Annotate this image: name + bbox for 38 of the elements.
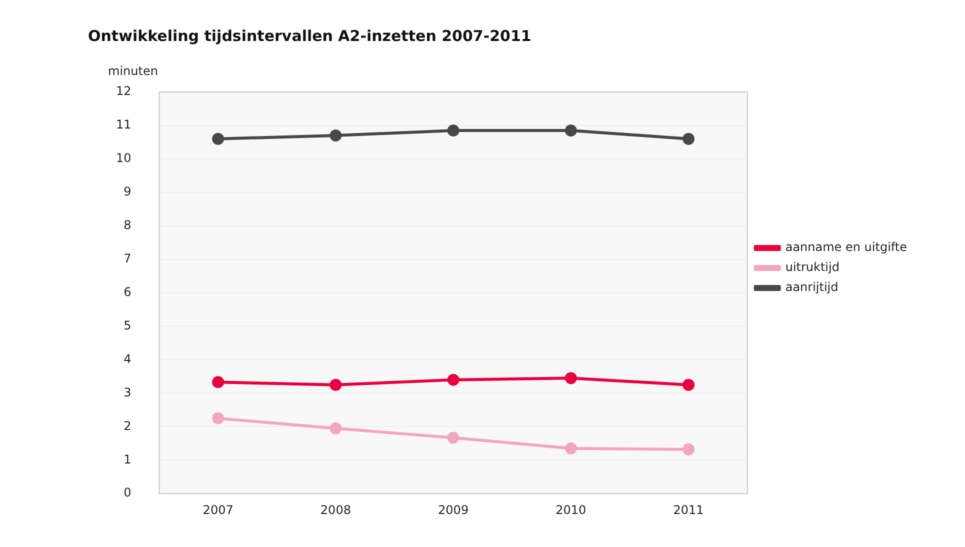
- y-tick-label: 7: [124, 251, 132, 266]
- point: [212, 132, 224, 145]
- point: [682, 132, 695, 145]
- point: [212, 376, 224, 388]
- x-tick-label: 2008: [320, 502, 351, 517]
- y-tick-label: 3: [124, 385, 132, 400]
- y-tick-label: 6: [124, 284, 132, 299]
- y-tick-label: 12: [116, 84, 132, 98]
- legend-label: aanrijtijd: [785, 280, 838, 294]
- legend-label: aanname en uitgifte: [785, 240, 908, 254]
- y-tick-label: 8: [124, 218, 132, 232]
- point: [330, 422, 342, 434]
- x-tick-label: 2011: [673, 502, 704, 517]
- x-tick-label: 2007: [202, 502, 234, 517]
- x-tick-label: 2010: [556, 502, 586, 517]
- y-tick-label: 11: [116, 118, 132, 132]
- point: [564, 124, 577, 136]
- y-tick-label: 5: [124, 318, 132, 332]
- point: [330, 378, 342, 391]
- y-tick-label: 0: [124, 486, 132, 500]
- legend-label: uitruktijd: [785, 260, 840, 274]
- y-tick-label: 1: [124, 452, 132, 466]
- point: [564, 372, 577, 384]
- x-tick-label: 2009: [438, 502, 469, 517]
- point: [447, 124, 460, 136]
- point: [447, 374, 460, 386]
- chart-title: Ontwikkeling tijdsintervallen A2-inzetten 2007-2011: [88, 26, 532, 45]
- y-axis-title: minuten: [108, 64, 158, 78]
- point: [682, 378, 695, 391]
- point: [212, 412, 224, 424]
- y-tick-label: 10: [116, 151, 132, 166]
- point: [330, 130, 342, 142]
- y-tick-label: 2: [124, 418, 132, 433]
- point: [447, 432, 460, 444]
- y-tick-label: 9: [124, 184, 132, 199]
- y-tick-label: 4: [124, 352, 132, 366]
- point: [682, 443, 695, 456]
- point: [564, 442, 577, 454]
